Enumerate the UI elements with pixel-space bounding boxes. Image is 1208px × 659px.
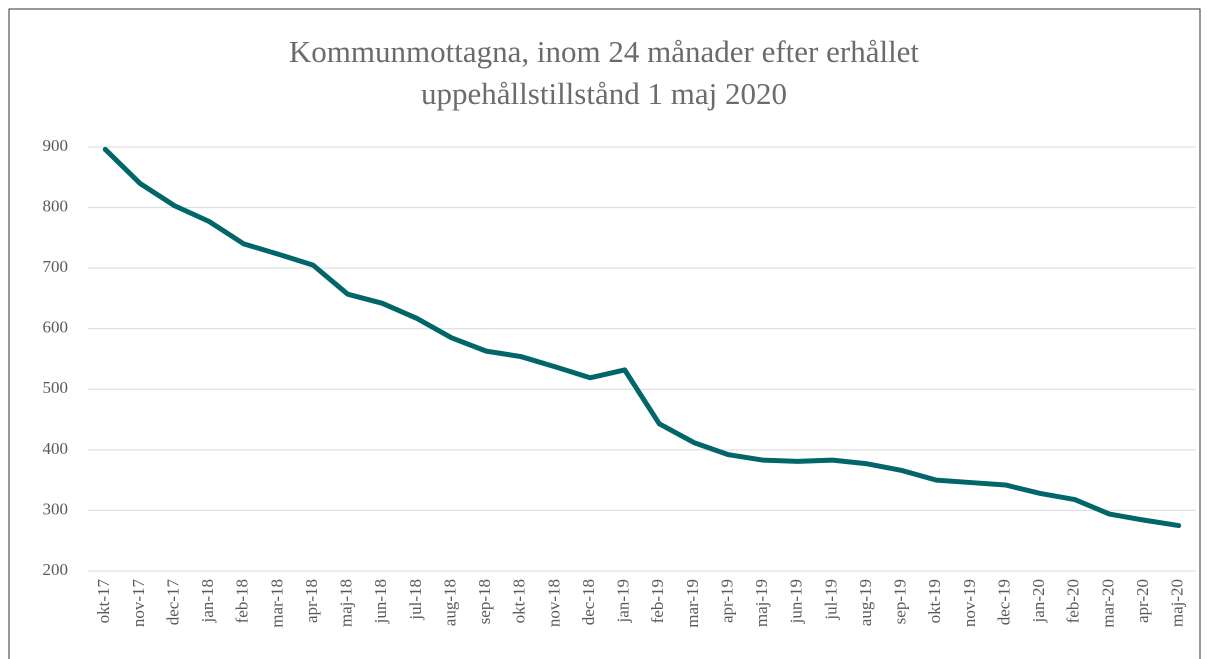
x-tick-label: jan-18 xyxy=(198,579,217,623)
data-line xyxy=(102,146,1182,529)
x-tick-label: dec-17 xyxy=(163,579,182,626)
x-tick-label: okt-17 xyxy=(94,579,113,624)
x-tick-label: nov-18 xyxy=(544,579,563,627)
x-tick-label: maj-20 xyxy=(1168,579,1187,627)
x-tick-label: jun-19 xyxy=(787,579,806,624)
y-tick-label: 700 xyxy=(43,257,69,276)
y-tick-label: 600 xyxy=(43,318,69,337)
y-tick-label: 300 xyxy=(43,499,69,518)
x-tick-label: aug-19 xyxy=(856,579,875,626)
x-tick-label: dec-19 xyxy=(994,579,1013,625)
x-tick-label: jan-20 xyxy=(1029,579,1048,623)
x-tick-label: feb-19 xyxy=(648,579,667,623)
x-tick-label: dec-18 xyxy=(579,579,598,625)
x-tick-label: jul-19 xyxy=(821,579,840,621)
x-tick-label: maj-18 xyxy=(337,579,356,627)
x-tick-label: jan-19 xyxy=(614,579,633,623)
x-tick-label: okt-18 xyxy=(510,579,529,623)
x-tick-label: nov-19 xyxy=(960,579,979,627)
chart-frame xyxy=(8,8,1201,659)
x-tick-label: mar-18 xyxy=(267,579,286,628)
y-tick-label: 400 xyxy=(43,439,69,458)
x-tick-label: aug-18 xyxy=(440,579,459,626)
x-tick-label: mar-20 xyxy=(1098,579,1117,628)
y-tick-label: 200 xyxy=(43,560,69,579)
x-tick-label: jun-18 xyxy=(371,579,390,624)
chart-title: Kommunmottagna, inom 24 månader efter er… xyxy=(289,34,920,69)
x-tick-label: sep-18 xyxy=(475,579,494,624)
x-tick-label: apr-19 xyxy=(717,579,736,623)
y-tick-label: 900 xyxy=(43,136,69,155)
x-tick-label: apr-20 xyxy=(1133,579,1152,623)
x-tick-label: nov-17 xyxy=(129,579,148,628)
y-tick-label: 800 xyxy=(43,196,69,215)
x-tick-label: sep-19 xyxy=(891,579,910,624)
x-tick-label: feb-20 xyxy=(1064,579,1083,623)
x-tick-label: feb-18 xyxy=(233,579,252,623)
x-tick-label: maj-19 xyxy=(752,579,771,627)
x-tick-label: apr-18 xyxy=(302,579,321,623)
y-tick-label: 500 xyxy=(43,378,69,397)
x-tick-label: mar-19 xyxy=(683,579,702,628)
x-tick-label: jul-18 xyxy=(406,579,425,621)
x-tick-label: okt-19 xyxy=(925,579,944,623)
chart-title: uppehållstillstånd 1 maj 2020 xyxy=(421,76,787,111)
